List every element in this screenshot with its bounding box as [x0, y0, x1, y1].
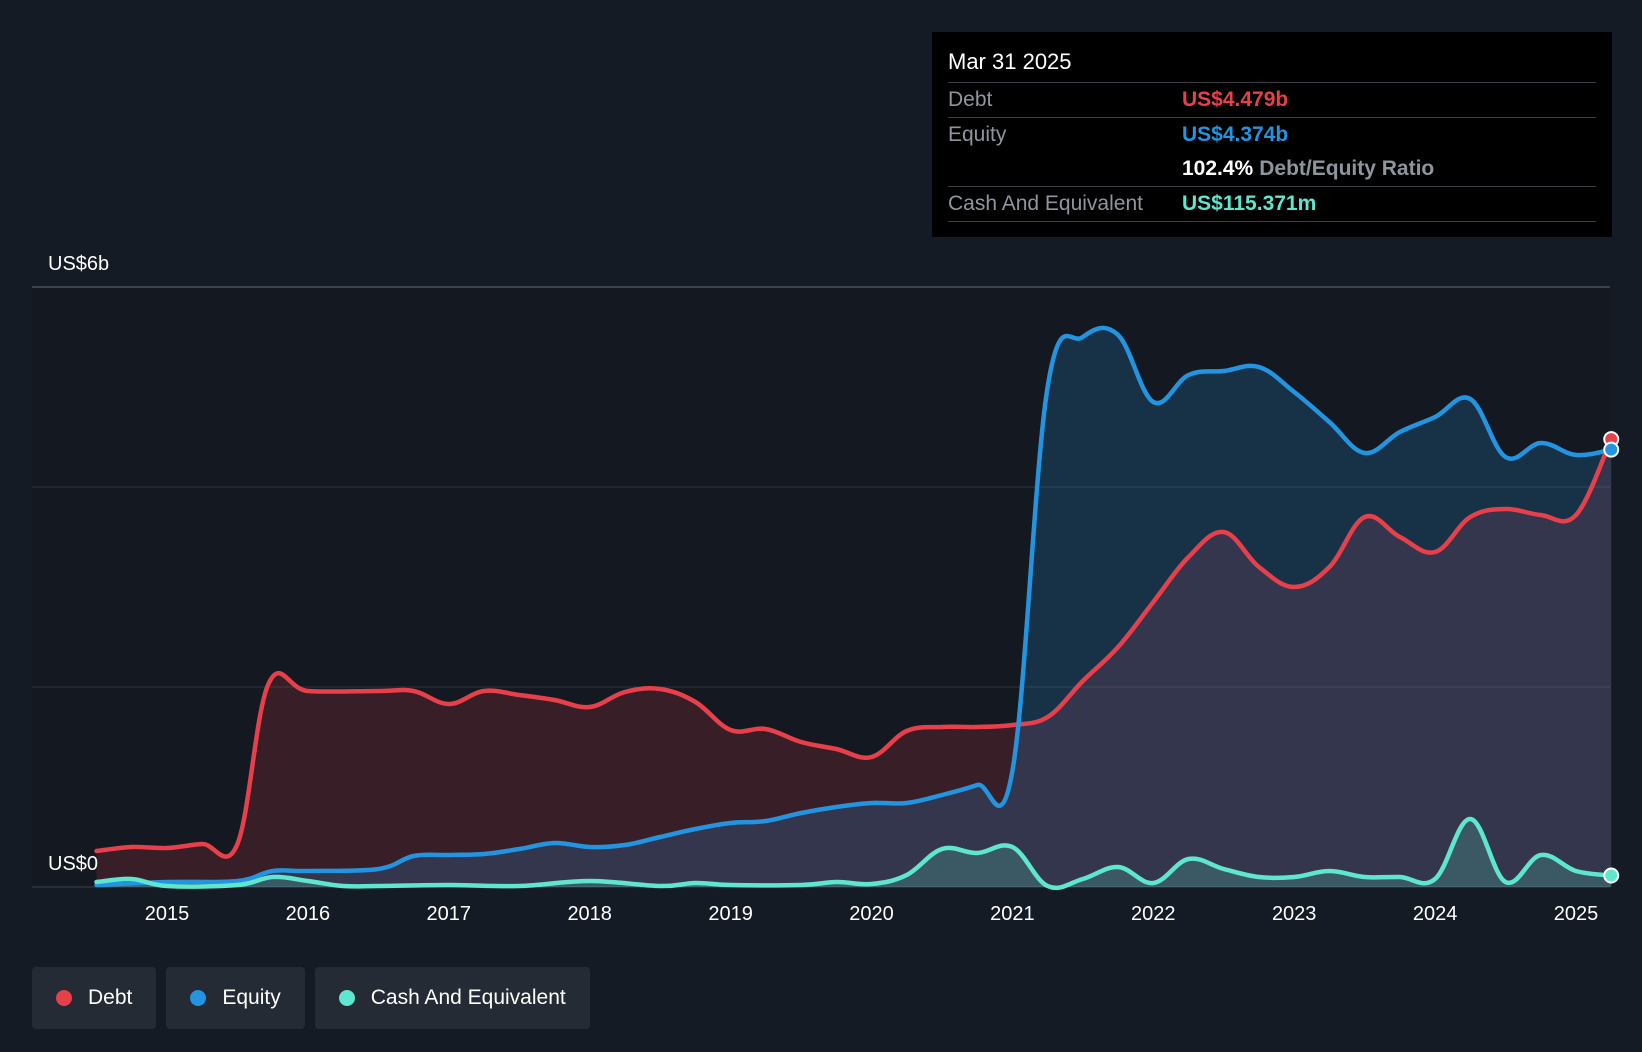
cash-and-equivalent-area — [96, 818, 1612, 888]
cash-dot-icon — [338, 990, 355, 1006]
x-tick-2022: 2022 — [1131, 903, 1176, 925]
tooltip-debt-label: Debt — [948, 88, 993, 111]
tooltip-ratio-value: 102.4% — [1182, 157, 1254, 180]
x-tick-2021: 2021 — [990, 903, 1035, 925]
tooltip-equity-value: US$4.374b — [1182, 123, 1289, 146]
x-tick-2018: 2018 — [567, 903, 612, 925]
y-axis-top-label: US$6b — [48, 253, 109, 275]
equity-area — [96, 327, 1612, 888]
legend: Debt Equity Cash And Equivalent — [32, 967, 590, 1029]
legend-label-debt: Debt — [88, 986, 133, 1009]
x-tick-2017: 2017 — [427, 903, 472, 925]
tooltip: Mar 31 2025 Debt US$4.479b Equity US$4.3… — [932, 32, 1612, 237]
tooltip-debt-value: US$4.479b — [1182, 88, 1289, 111]
legend-item-debt[interactable]: Debt — [32, 967, 157, 1029]
legend-item-equity[interactable]: Equity — [166, 967, 305, 1029]
legend-label-equity: Equity — [222, 986, 281, 1009]
tooltip-equity-label: Equity — [948, 123, 1007, 146]
tooltip-ratio-row: 102.4% Debt/Equity Ratio — [948, 152, 1596, 187]
legend-label-cash: Cash And Equivalent — [370, 986, 566, 1009]
debt-area — [96, 439, 1612, 887]
end-markers — [1603, 431, 1620, 884]
equity-end-marker — [1603, 441, 1620, 458]
x-tick-2019: 2019 — [708, 903, 753, 925]
tooltip-date: Mar 31 2025 — [948, 44, 1596, 83]
x-tick-2025: 2025 — [1554, 903, 1599, 925]
cash-and-equivalent-end-marker — [1603, 867, 1620, 884]
tooltip-ratio-label: Debt/Equity Ratio — [1259, 157, 1435, 180]
x-tick-2020: 2020 — [849, 903, 894, 925]
debt-dot-icon — [56, 990, 72, 1006]
cash-and-equivalent-line — [94, 816, 1614, 891]
x-tick-2016: 2016 — [286, 903, 331, 925]
x-axis-ticks: 2015 2016 2017 2018 2019 2020 2021 2022 2023 2024… — [145, 903, 1599, 925]
tooltip-cash-value: US$115.371m — [1182, 192, 1317, 215]
debt-line — [94, 436, 1614, 859]
x-tick-2015: 2015 — [145, 903, 190, 925]
plot-background — [32, 287, 1610, 887]
tooltip-equity-row: Equity US$4.374b — [948, 118, 1596, 152]
legend-item-cash[interactable]: Cash And Equivalent — [314, 967, 590, 1029]
tooltip-cash-label: Cash And Equivalent — [948, 192, 1143, 215]
equity-dot-icon — [190, 990, 207, 1006]
equity-line — [94, 325, 1614, 888]
x-tick-2023: 2023 — [1272, 903, 1317, 925]
tooltip-cash-row: Cash And Equivalent US$115.371m — [948, 187, 1596, 222]
y-axis-bottom-label: US$0 — [48, 853, 98, 875]
series-areas — [96, 327, 1612, 888]
series-lines — [94, 325, 1614, 891]
x-tick-2024: 2024 — [1413, 903, 1458, 925]
tooltip-debt-row: Debt US$4.479b — [948, 83, 1596, 118]
